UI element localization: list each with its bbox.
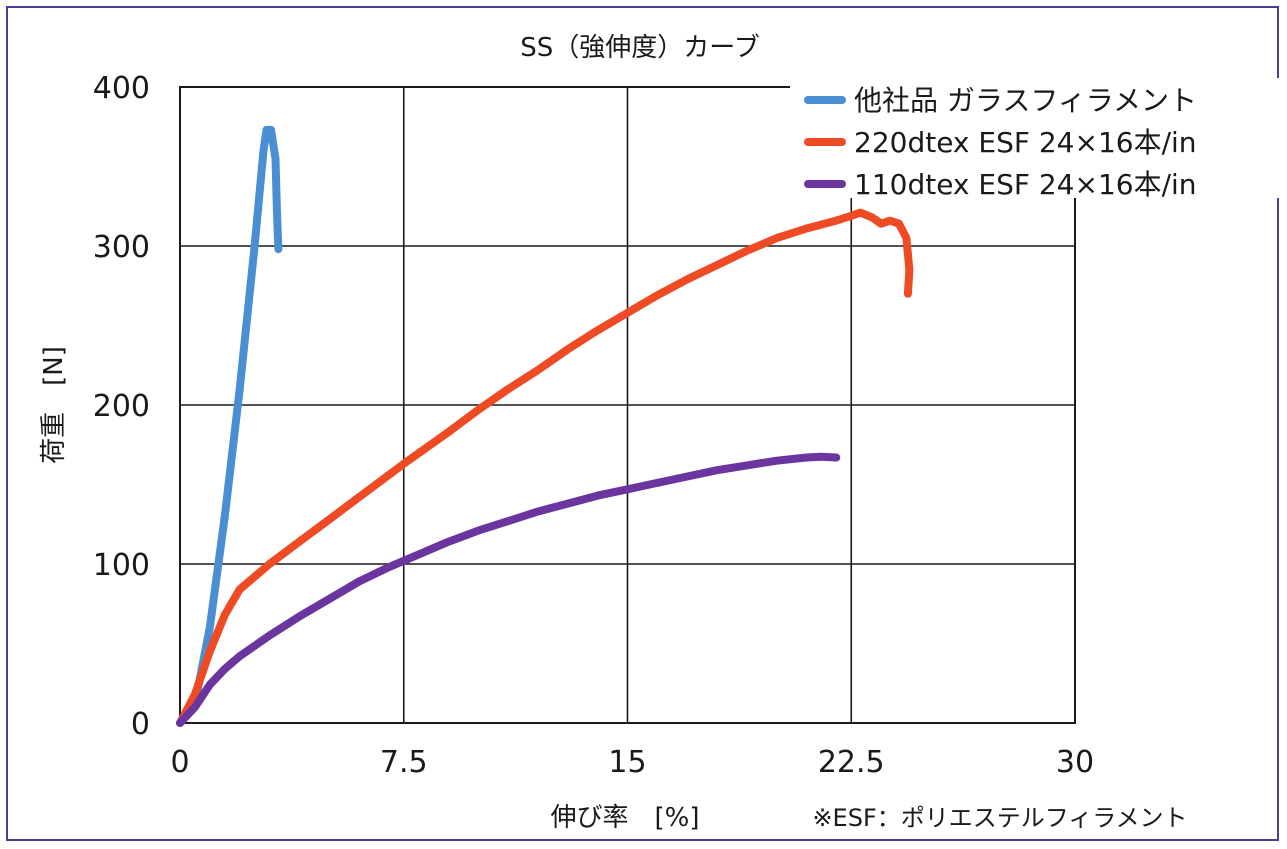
series-lines bbox=[176, 125, 914, 727]
x-tick-label: 22.5 bbox=[818, 745, 885, 780]
series-line-3 bbox=[176, 452, 841, 727]
y-tick-label: 200 bbox=[93, 389, 150, 424]
series-line-2 bbox=[176, 208, 914, 727]
chart-title: SS（強伸度）カーブ bbox=[520, 33, 759, 63]
x-tick-label: 30 bbox=[1056, 745, 1094, 780]
legend-background bbox=[790, 78, 1280, 198]
x-tick-label: 15 bbox=[608, 745, 646, 780]
y-tick-label: 100 bbox=[93, 548, 150, 583]
y-tick-labels: 0 100 200 300 400 bbox=[93, 71, 150, 742]
x-axis-label: 伸び率 [%] bbox=[551, 803, 700, 833]
legend-label: 110dtex ESF 24×16本/in bbox=[854, 168, 1197, 201]
legend-label: 他社品 ガラスフィラメント bbox=[854, 84, 1197, 117]
y-tick-label: 300 bbox=[93, 230, 150, 265]
y-axis-label: 荷重 [N] bbox=[39, 346, 69, 464]
legend: 他社品 ガラスフィラメント 220dtex ESF 24×16本/in 110dte… bbox=[804, 84, 1197, 201]
esf-footnote: ※ESF：ポリエステルフィラメント bbox=[812, 804, 1187, 832]
y-tick-label: 0 bbox=[131, 707, 150, 742]
legend-label: 220dtex ESF 24×16本/in bbox=[854, 126, 1197, 159]
grid-lines bbox=[180, 87, 1075, 723]
x-tick-label: 0 bbox=[170, 745, 189, 780]
series-line-1 bbox=[176, 125, 283, 727]
x-tick-labels: 0 7.5 15 22.5 30 bbox=[170, 745, 1094, 780]
x-tick-label: 7.5 bbox=[380, 745, 428, 780]
y-tick-label: 400 bbox=[93, 71, 150, 106]
